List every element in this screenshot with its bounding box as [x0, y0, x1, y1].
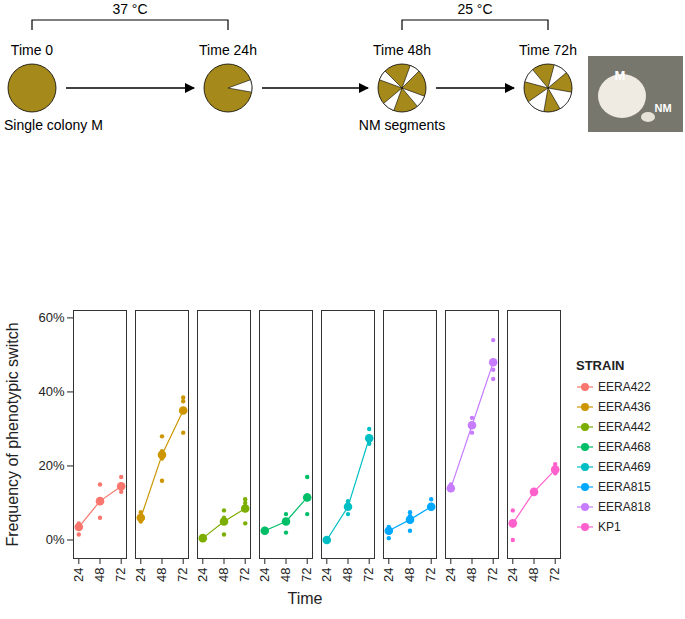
- svg-text:NM: NM: [654, 102, 671, 114]
- svg-text:72: 72: [299, 568, 314, 582]
- svg-text:20%: 20%: [38, 458, 64, 473]
- svg-text:37 °C: 37 °C: [112, 1, 147, 17]
- svg-text:24: 24: [71, 568, 86, 582]
- svg-text:48: 48: [402, 568, 417, 582]
- svg-text:72: 72: [423, 568, 438, 582]
- svg-text:72: 72: [485, 568, 500, 582]
- svg-text:48: 48: [526, 568, 541, 582]
- svg-text:24: 24: [319, 568, 334, 582]
- html-text:EERA818: EERA818: [598, 499, 651, 514]
- svg-text:NM segments: NM segments: [359, 117, 445, 133]
- svg-text:72: 72: [361, 568, 376, 582]
- svg-text:24: 24: [257, 568, 272, 582]
- svg-text:24: 24: [443, 568, 458, 582]
- svg-text:25 °C: 25 °C: [457, 1, 492, 17]
- svg-text:24: 24: [133, 568, 148, 582]
- html-text:EERA469: EERA469: [598, 459, 651, 474]
- svg-text:48: 48: [92, 568, 107, 582]
- svg-text:24: 24: [195, 568, 210, 582]
- svg-text:72: 72: [113, 568, 128, 582]
- svg-text:Time 48h: Time 48h: [373, 42, 431, 58]
- svg-text:0%: 0%: [46, 532, 65, 547]
- svg-text:Single colony M: Single colony M: [4, 117, 103, 133]
- svg-text:72: 72: [547, 568, 562, 582]
- svg-text:40%: 40%: [38, 384, 64, 399]
- html-text:EERA436: EERA436: [598, 399, 651, 414]
- html-text:KP1: KP1: [598, 519, 621, 534]
- html-text:STRAIN: STRAIN: [576, 357, 625, 373]
- svg-text:24: 24: [381, 568, 396, 582]
- svg-text:Time 0: Time 0: [11, 42, 53, 58]
- html-text:Time: Time: [287, 590, 323, 607]
- html-text:EERA442: EERA442: [598, 419, 651, 434]
- svg-text:Time 24h: Time 24h: [199, 42, 257, 58]
- svg-text:48: 48: [154, 568, 169, 582]
- svg-text:60%: 60%: [38, 310, 64, 325]
- html-text:EERA422: EERA422: [598, 379, 651, 394]
- svg-text:48: 48: [340, 568, 355, 582]
- svg-text:72: 72: [237, 568, 252, 582]
- svg-text:Time 72h: Time 72h: [519, 42, 577, 58]
- svg-text:48: 48: [216, 568, 231, 582]
- svg-text:24: 24: [505, 568, 520, 582]
- html-text:EERA815: EERA815: [598, 479, 651, 494]
- svg-text:M: M: [615, 68, 626, 83]
- html-text:EERA468: EERA468: [598, 439, 651, 454]
- svg-text:48: 48: [278, 568, 293, 582]
- svg-text:48: 48: [464, 568, 479, 582]
- svg-text:72: 72: [175, 568, 190, 582]
- svg-text:Frequency of phenotypic switch: Frequency of phenotypic switch: [4, 322, 21, 546]
